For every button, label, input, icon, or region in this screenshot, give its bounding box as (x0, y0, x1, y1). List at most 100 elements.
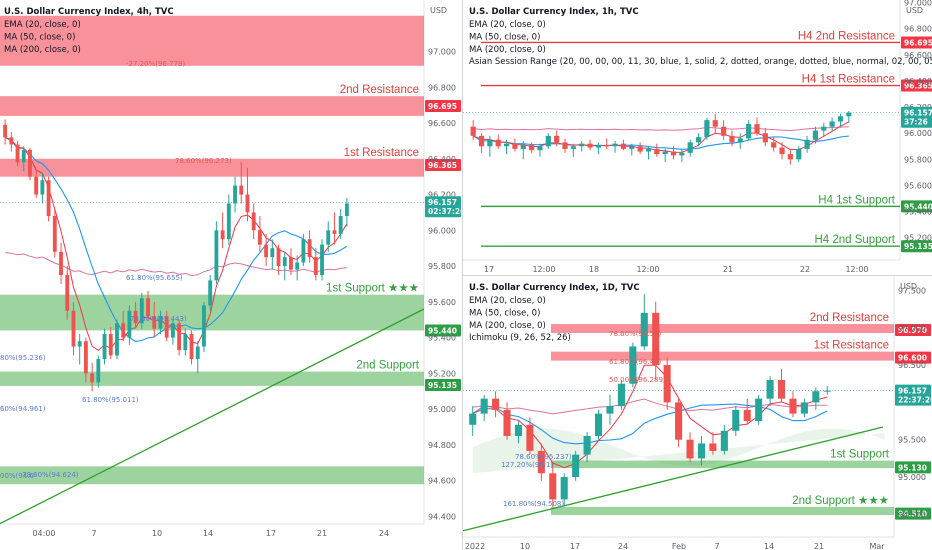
candle (686, 439, 694, 459)
candle (729, 135, 735, 143)
candle (787, 154, 793, 160)
y-tick-label: 96.400 (428, 155, 456, 164)
level-price-tag-text: 95.440 (904, 202, 932, 211)
candle (115, 323, 119, 356)
y-tick-label: 95.600 (428, 298, 456, 307)
resistance-zone (0, 15, 424, 66)
resistance-zone (0, 96, 424, 116)
level-price-tag (425, 100, 461, 113)
candle (276, 248, 281, 267)
candle (695, 137, 702, 143)
candle (189, 334, 194, 360)
level-price-tag (895, 351, 931, 364)
level-price-tag-text: 96.695 (904, 38, 932, 47)
chart-title: U.S. Dollar Currency Index, 4h, TVC (4, 7, 174, 17)
ema-line (473, 121, 850, 153)
level-price-tag-text: 95.440 (428, 326, 457, 335)
indicator-legend-item: MA (200, close, 0) (469, 321, 546, 331)
panel-divider-vertical[interactable] (462, 0, 463, 550)
fib-level-label: 127.20%(95.1) (501, 461, 553, 469)
candle (158, 316, 163, 329)
indicator-legend-item: Ichimoku (9, 26, 52, 26) (469, 333, 571, 343)
candle (320, 244, 324, 276)
chart-title: U.S. Dollar Currency Index, 1D, TVC (469, 283, 640, 293)
candle (604, 144, 610, 147)
candle (214, 230, 219, 281)
level-label: H4 1st Resistance (802, 74, 895, 86)
candle (549, 473, 557, 500)
x-tick-label: 22 (800, 265, 810, 274)
candle (257, 230, 262, 245)
candle (332, 230, 337, 234)
candle (762, 133, 768, 143)
y-tick-label: 95.800 (904, 155, 932, 164)
chart-1d-canvas[interactable]: 2nd Resistance 96.970 1st Resistance 96.600… (463, 276, 932, 550)
chart-4h[interactable]: 2nd Resistance 96.695 1st Resistance 96.365… (0, 0, 462, 550)
chart-1d[interactable]: 2nd Resistance 96.970 1st Resistance 96.600… (463, 276, 932, 550)
candle (720, 430, 728, 451)
y-tick-label: 96.600 (904, 51, 932, 60)
ma200-line (473, 126, 849, 132)
candle (800, 402, 808, 414)
y-tick-label: 97.000 (904, 0, 932, 8)
candle (503, 143, 510, 147)
candle (127, 310, 132, 338)
candle (821, 126, 827, 131)
candle (620, 143, 627, 149)
ma50-line (4, 136, 348, 343)
candle (28, 149, 32, 177)
candle (83, 341, 88, 374)
resistance-zone (551, 351, 894, 361)
x-tick-label: 17 (266, 529, 276, 538)
currency-label: USD (900, 282, 917, 291)
candle (732, 409, 740, 431)
candle (46, 180, 51, 217)
candle (170, 323, 175, 338)
candle (289, 257, 293, 270)
candle (687, 142, 693, 153)
indicator-legend-item: MA (50, close, 0) (469, 308, 540, 318)
candle (313, 257, 318, 276)
candle (662, 151, 668, 155)
candle (133, 310, 138, 324)
candle (520, 144, 526, 149)
fib-level-label: 61.80%(95.655) (126, 274, 183, 282)
y-tick-label: 96.800 (904, 25, 932, 34)
panel-divider-horizontal[interactable] (463, 275, 932, 276)
level-price-tag-text: 96.970 (898, 326, 927, 335)
level-label: 2nd Support (356, 360, 419, 372)
candle (52, 216, 57, 252)
candle (495, 139, 501, 147)
candle (746, 124, 752, 139)
candle (796, 148, 802, 160)
y-tick-label: 94.500 (898, 510, 926, 519)
chart-1h-canvas[interactable]: H4 2nd Resistance 96.695 H4 1st Resistance… (463, 0, 932, 275)
chart-1h[interactable]: H4 2nd Resistance 96.695 H4 1st Resistance… (463, 0, 932, 275)
candle (469, 413, 477, 425)
candle (478, 135, 485, 147)
current-price-tag (901, 106, 932, 128)
candle (152, 316, 157, 329)
level-price-tag (901, 36, 932, 49)
candle (512, 143, 518, 149)
y-tick-label: 95.000 (428, 405, 456, 414)
candle (34, 176, 39, 195)
candle (108, 334, 113, 356)
fib-level-label: -27.20%(96.778) (126, 60, 185, 68)
candle (812, 391, 820, 403)
chart-4h-canvas[interactable]: 2nd Resistance 96.695 1st Resistance 96.365… (0, 0, 462, 550)
candle (492, 398, 500, 410)
candle (195, 346, 200, 360)
candle (606, 406, 614, 414)
candle (829, 121, 835, 127)
level-price-tag-text: 96.695 (428, 102, 457, 111)
candle (301, 239, 306, 263)
x-tick-label: 12:00 (636, 265, 659, 274)
x-tick-label: 7 (714, 542, 719, 550)
x-tick-label: 14 (764, 542, 774, 550)
candle (537, 146, 543, 151)
x-tick-label: 10 (520, 542, 530, 550)
candle (663, 365, 671, 403)
y-tick-label: 97.500 (898, 286, 926, 295)
level-price-tag (901, 240, 932, 253)
